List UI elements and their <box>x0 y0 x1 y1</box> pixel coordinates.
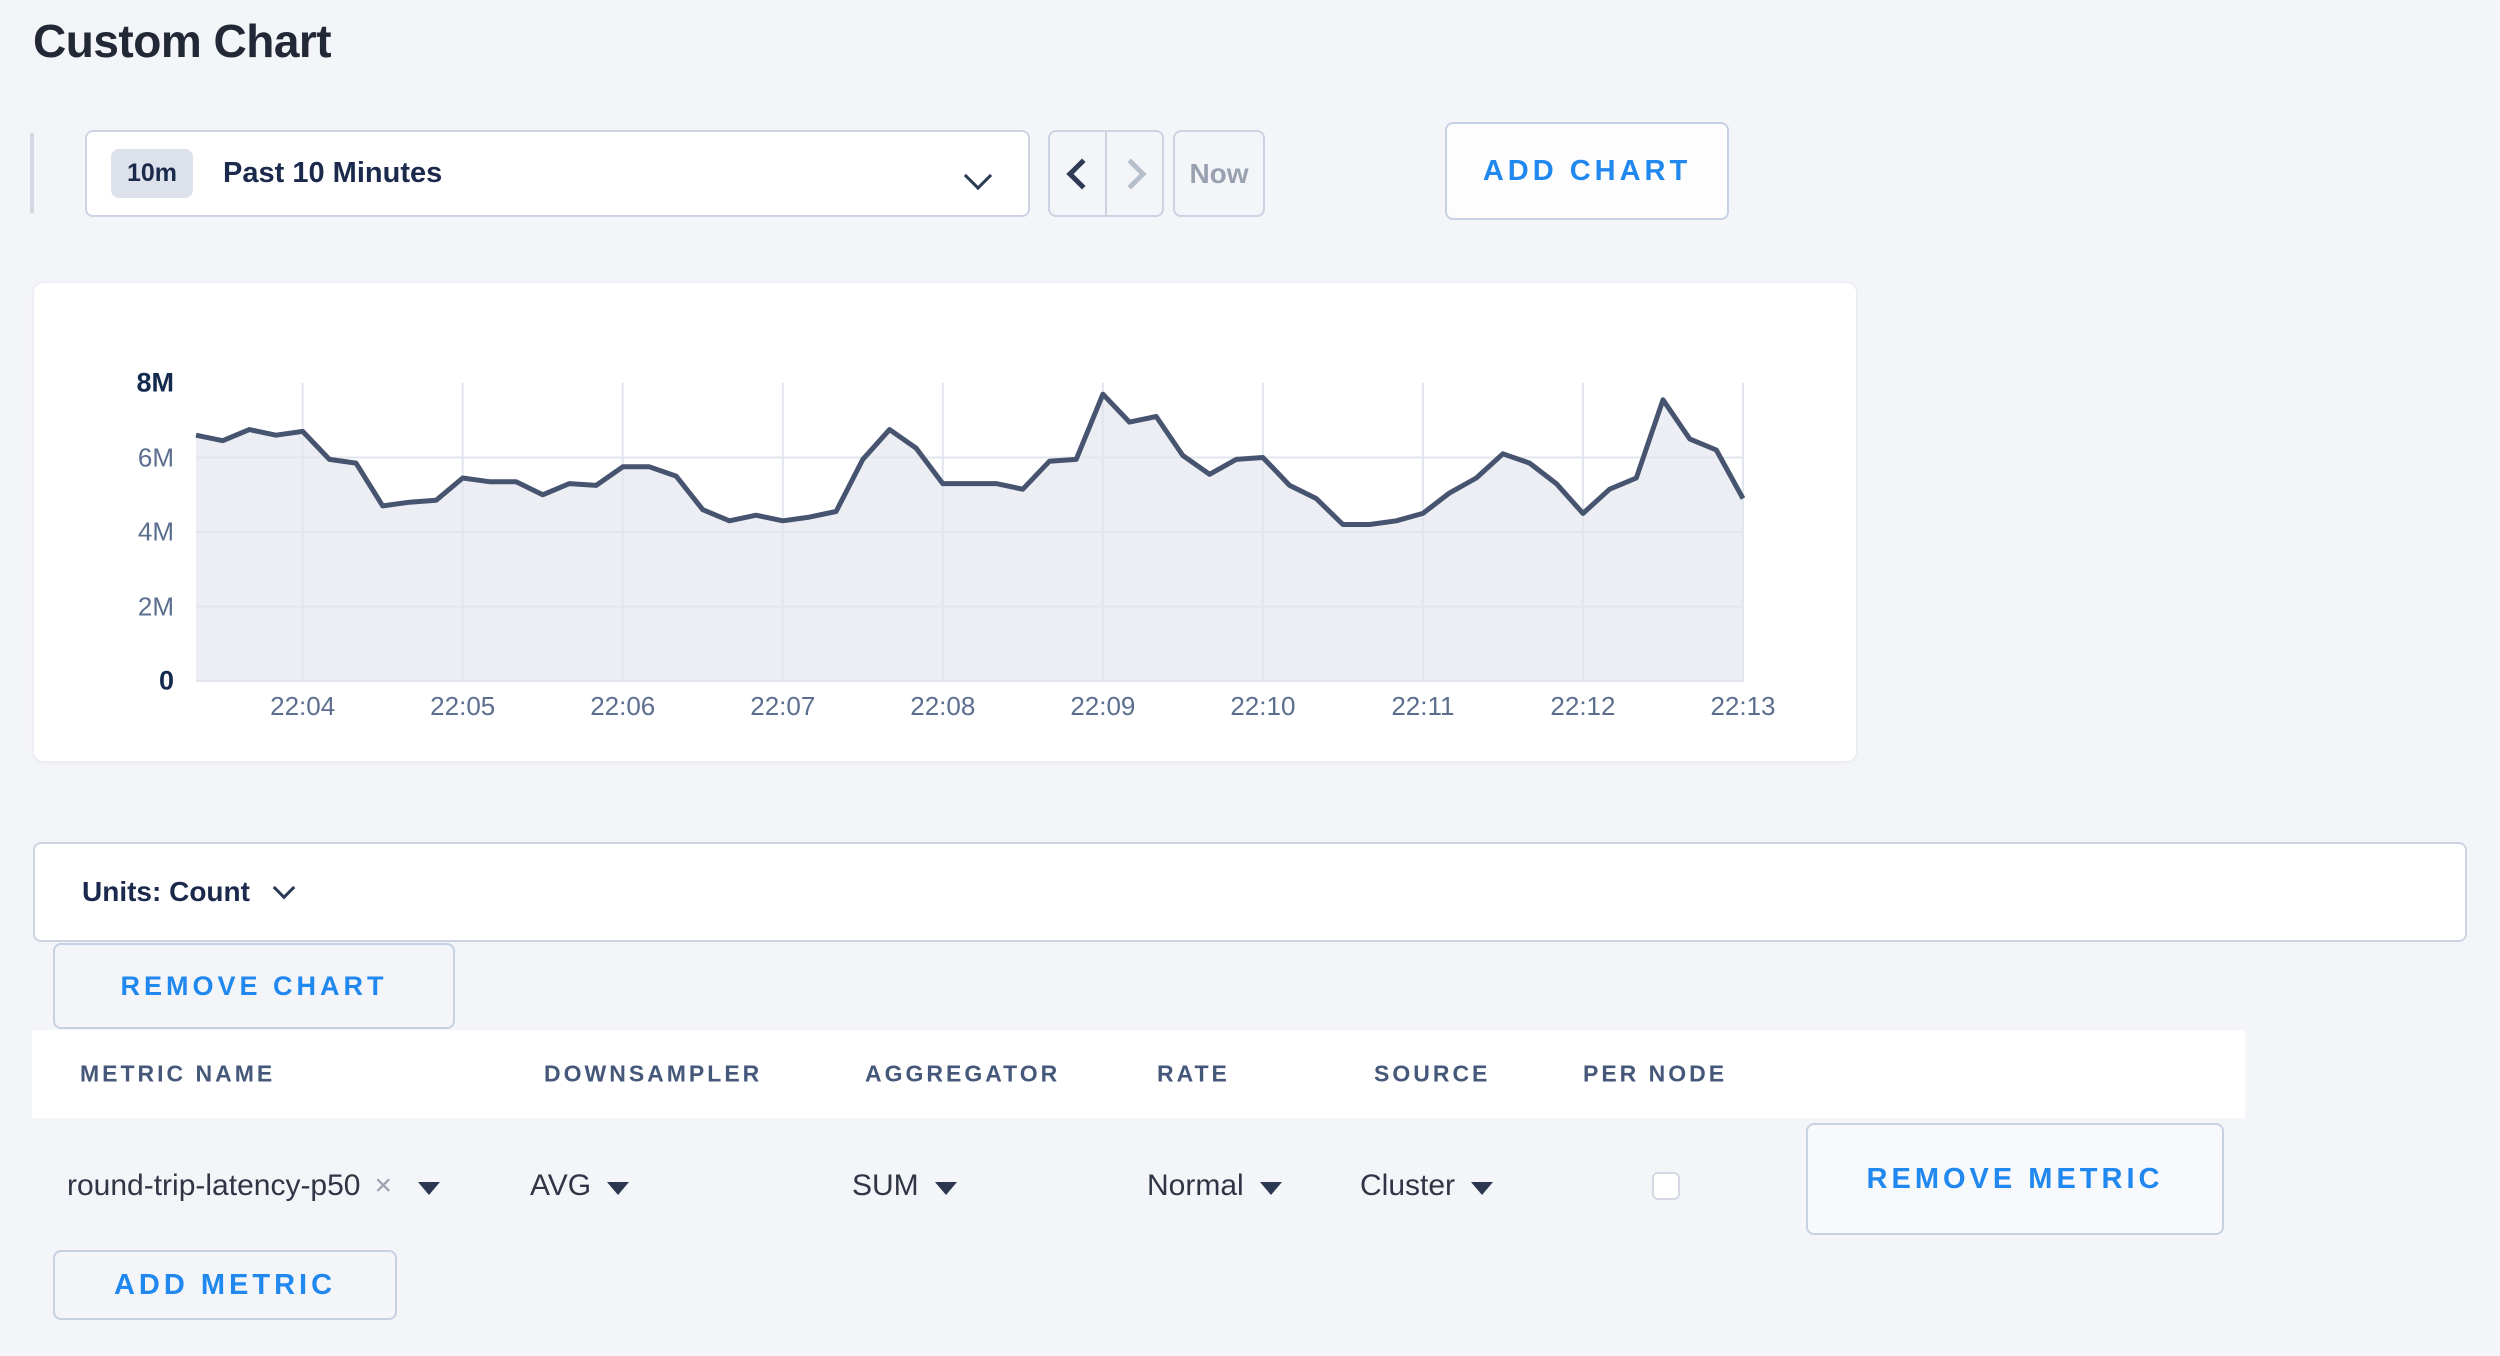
metrics-table-header: METRIC NAME DOWNSAMPLER AGGREGATOR RATE … <box>32 1030 2245 1118</box>
rate-select[interactable]: Normal <box>1147 1169 1282 1203</box>
caret-down-icon <box>418 1181 441 1195</box>
x-tick-label: 22:10 <box>1230 691 1296 721</box>
y-tick-label: 4M <box>137 516 174 547</box>
time-range-label: Past 10 Minutes <box>223 157 443 189</box>
metric-name-select[interactable]: round-trip-latency-p50 × <box>67 1169 441 1203</box>
downsampler-select[interactable]: AVG <box>530 1169 630 1203</box>
downsampler-value: AVG <box>530 1169 592 1202</box>
caret-down-icon <box>607 1181 630 1195</box>
x-tick-label: 22:05 <box>430 691 496 721</box>
caret-down-icon <box>1259 1181 1282 1195</box>
col-aggregator: AGGREGATOR <box>865 1060 1061 1087</box>
toolbar-divider <box>30 133 34 213</box>
x-tick-label: 22:04 <box>270 691 336 721</box>
y-tick-label: 0 <box>158 665 174 696</box>
chevron-left-icon <box>1065 157 1098 190</box>
y-tick-label: 6M <box>137 442 174 472</box>
rate-value: Normal <box>1147 1169 1244 1202</box>
units-label: Units: Count <box>82 876 250 907</box>
now-button[interactable]: Now <box>1173 130 1265 217</box>
units-select[interactable]: Units: Count <box>33 842 2467 942</box>
per-node-checkbox[interactable] <box>1652 1172 1680 1200</box>
aggregator-value: SUM <box>852 1169 919 1202</box>
x-tick-label: 22:09 <box>1070 691 1136 721</box>
add-metric-button[interactable]: ADD METRIC <box>53 1250 397 1320</box>
caret-down-icon <box>1471 1181 1494 1195</box>
source-value: Cluster <box>1360 1169 1456 1202</box>
x-tick-label: 22:12 <box>1550 691 1616 721</box>
add-chart-button[interactable]: ADD CHART <box>1445 122 1729 220</box>
page-title: Custom Chart <box>33 15 332 67</box>
x-tick-label: 22:08 <box>910 691 976 721</box>
time-forward-button[interactable] <box>1105 132 1162 215</box>
x-tick-label: 22:13 <box>1710 691 1776 721</box>
area-chart <box>195 383 1746 682</box>
col-rate: RATE <box>1157 1060 1230 1087</box>
chevron-right-icon <box>1114 157 1147 190</box>
clear-metric-icon[interactable]: × <box>374 1169 393 1202</box>
remove-chart-button[interactable]: REMOVE CHART <box>53 943 455 1029</box>
x-tick-label: 22:07 <box>750 691 816 721</box>
source-select[interactable]: Cluster <box>1360 1169 1494 1203</box>
time-range-badge: 10m <box>111 149 194 198</box>
y-tick-label: 2M <box>137 591 174 621</box>
time-range-select[interactable]: 10m Past 10 Minutes <box>85 130 1030 217</box>
col-source: SOURCE <box>1374 1060 1491 1087</box>
col-downsampler: DOWNSAMPLER <box>544 1060 763 1087</box>
col-metric-name: METRIC NAME <box>80 1060 276 1087</box>
chevron-down-icon <box>963 161 993 191</box>
aggregator-select[interactable]: SUM <box>852 1169 957 1203</box>
time-back-button[interactable] <box>1050 132 1105 215</box>
time-step-buttons <box>1048 130 1164 217</box>
chevron-down-icon <box>272 876 296 900</box>
remove-metric-button[interactable]: REMOVE METRIC <box>1806 1123 2224 1235</box>
x-tick-label: 22:11 <box>1391 691 1455 721</box>
y-tick-label: 8M <box>136 367 174 398</box>
chart-card: 8M 6M 4M 2M 0 22:04 22:05 22:06 22:07 22:08 22:09… <box>33 282 1857 762</box>
x-tick-label: 22:06 <box>590 691 656 721</box>
col-per-node: PER NODE <box>1583 1060 1728 1087</box>
metric-name-value: round-trip-latency-p50 <box>67 1169 361 1202</box>
caret-down-icon <box>934 1181 957 1195</box>
